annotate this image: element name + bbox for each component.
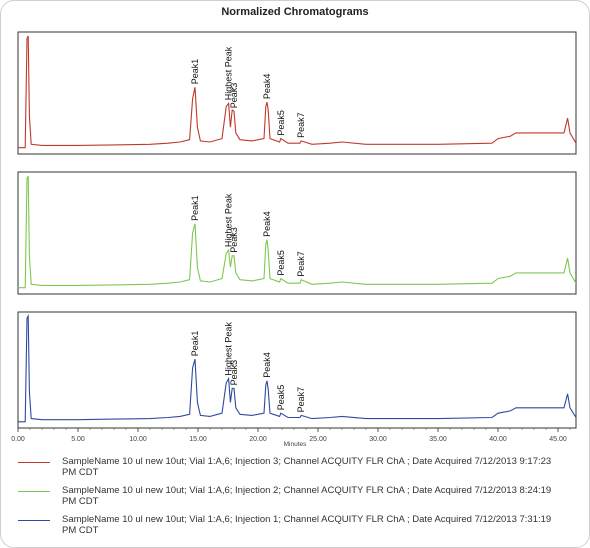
x-tick-label: 25.00 bbox=[309, 436, 327, 443]
panel-frame bbox=[17, 171, 577, 295]
peak-label: Peak5 bbox=[276, 385, 286, 411]
peak-label: Peak3 bbox=[229, 227, 239, 253]
peak-label: Peak1 bbox=[190, 195, 200, 221]
x-tick-label: 30.00 bbox=[369, 436, 387, 443]
peak-label: Peak5 bbox=[276, 110, 286, 136]
peak-label: Peak4 bbox=[262, 211, 272, 237]
x-tick-label: 0.00 bbox=[11, 436, 25, 443]
legend-swatch bbox=[18, 491, 50, 492]
peak-label: Peak1 bbox=[190, 59, 200, 85]
legend: SampleName 10 ul new 10ut; Vial 1:A,6; I… bbox=[18, 456, 578, 543]
x-tick-label: 40.00 bbox=[489, 436, 507, 443]
legend-label: SampleName 10 ul new 10ut; Vial 1:A,6; I… bbox=[62, 485, 552, 507]
peak-label: Peak3 bbox=[229, 83, 239, 109]
legend-item: SampleName 10 ul new 10ut; Vial 1:A,6; I… bbox=[18, 485, 578, 514]
x-tick-label: 35.00 bbox=[429, 436, 447, 443]
x-tick-label: 15.00 bbox=[189, 436, 207, 443]
x-axis-label: Minutes bbox=[284, 441, 308, 448]
x-tick-label: 45.00 bbox=[549, 436, 567, 443]
peak-label: Peak7 bbox=[296, 251, 306, 277]
peak-label: Highest Peak bbox=[224, 46, 234, 100]
peak-label: Peak4 bbox=[262, 74, 272, 100]
legend-label: SampleName 10 ul new 10ut; Vial 1:A,6; I… bbox=[62, 514, 552, 536]
peak-label: Peak7 bbox=[296, 112, 306, 138]
peak-label: Peak5 bbox=[276, 250, 286, 276]
x-tick-label: 5.00 bbox=[71, 436, 85, 443]
peak-label: Highest Peak bbox=[224, 322, 234, 376]
chart-title: Normalized Chromatograms bbox=[221, 6, 368, 18]
legend-swatch bbox=[18, 462, 50, 463]
peak-label: Highest Peak bbox=[224, 193, 234, 247]
series-line bbox=[18, 35, 576, 149]
peak-label: Peak7 bbox=[296, 387, 306, 413]
legend-label: SampleName 10 ul new 10ut; Vial 1:A,6; I… bbox=[62, 456, 552, 478]
peak-label: Peak3 bbox=[229, 360, 239, 386]
panel-frame bbox=[17, 31, 577, 155]
peak-label: Peak1 bbox=[190, 331, 200, 357]
panel-frame bbox=[17, 311, 577, 429]
x-axis: 0.00 5.00 10.00 15.00 20.00 25.00 30.00 35.00 40… bbox=[11, 428, 571, 443]
legend-swatch bbox=[18, 520, 50, 521]
series-line bbox=[18, 175, 576, 289]
legend-item: SampleName 10 ul new 10ut; Vial 1:A,6; I… bbox=[18, 514, 578, 543]
x-tick-label: 20.00 bbox=[249, 436, 267, 443]
peak-label: Peak4 bbox=[262, 352, 272, 378]
x-tick-label: 10.00 bbox=[129, 436, 147, 443]
series-line bbox=[18, 313, 576, 423]
legend-item: SampleName 10 ul new 10ut; Vial 1:A,6; I… bbox=[18, 456, 578, 485]
